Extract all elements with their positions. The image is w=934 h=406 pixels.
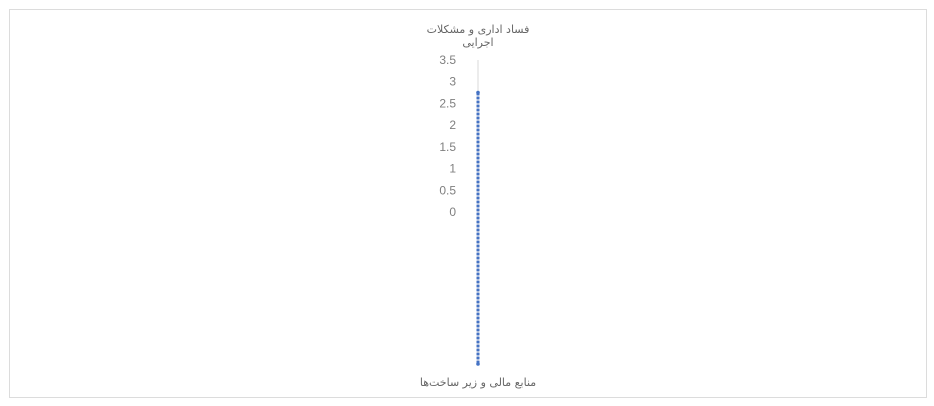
axis-title: منابع مالی و زیر ساخت‌ها — [420, 376, 536, 389]
series-point — [476, 90, 480, 95]
axis-title: فساد اداری و مشکلات اجرایی — [427, 23, 530, 49]
series-layer — [476, 90, 480, 366]
chart-area — [9, 9, 927, 398]
tick-label: 1 — [449, 162, 456, 176]
axis-titles: فساد اداری و مشکلات اجرایی منابع مالی و زی… — [420, 23, 536, 389]
tick-label: 2.5 — [439, 96, 456, 110]
series-point — [476, 362, 480, 366]
tick-label: 0.5 — [439, 183, 456, 197]
tick-label: 0 — [449, 205, 456, 219]
tick-label: 1.5 — [439, 140, 456, 154]
tick-label: 3.5 — [439, 53, 456, 67]
tick-label: 2 — [449, 118, 456, 132]
tick-labels: 0 0.5 1 1.5 2 2.5 3 3.5 — [439, 53, 456, 219]
tick-label: 3 — [449, 75, 456, 89]
